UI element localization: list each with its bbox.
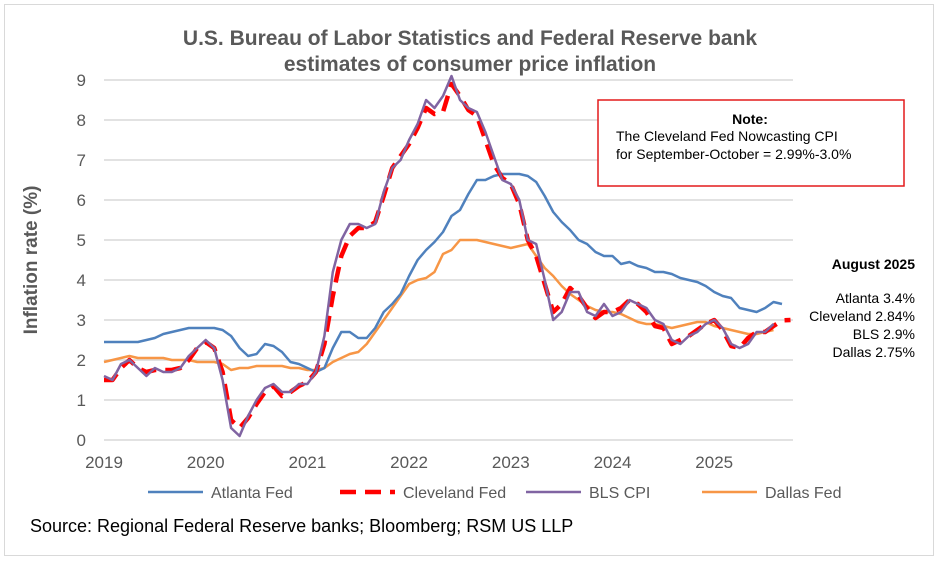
- y-tick-label: 3: [77, 311, 86, 330]
- x-tick-label: 2024: [594, 453, 632, 472]
- series-lines: [103, 74, 791, 438]
- latest-atlanta: Atlanta 3.4%: [836, 290, 915, 306]
- y-axis-label: Inflation rate (%): [21, 186, 42, 335]
- latest-values-annotation: August 2025 Atlanta 3.4% Cleveland 2.84%…: [809, 256, 915, 360]
- y-tick-label: 1: [77, 391, 86, 410]
- y-tick-label: 7: [77, 151, 86, 170]
- note-title: Note:: [732, 111, 768, 127]
- y-tick-label: 4: [77, 271, 86, 290]
- series-line-dallas-fed: [103, 238, 774, 372]
- x-axis-ticks: 2019 2020 2021 2022 2023 2024 2025: [85, 453, 733, 472]
- y-tick-label: 0: [77, 431, 86, 450]
- legend-label: Atlanta Fed: [211, 485, 293, 502]
- series-line-bls-cpi: [103, 74, 775, 438]
- note-box: Note: The Cleveland Fed Nowcasting CPI f…: [597, 99, 905, 187]
- y-axis-ticks: 0 1 2 3 4 5 6 7 8 9: [77, 71, 86, 450]
- source-note: Source: Regional Federal Reserve banks; …: [30, 516, 573, 536]
- chart-title-line-2: estimates of consumer price inflation: [284, 53, 656, 76]
- y-tick-label: 5: [77, 231, 86, 250]
- chart-frame: [4, 4, 934, 556]
- note-border: [597, 99, 905, 187]
- y-tick-label: 8: [77, 111, 86, 130]
- latest-bls: BLS 2.9%: [853, 326, 915, 342]
- y-tick-label: 9: [77, 71, 86, 90]
- legend-label: Cleveland Fed: [403, 485, 506, 502]
- x-tick-label: 2021: [288, 453, 326, 472]
- x-tick-label: 2025: [695, 453, 733, 472]
- chart-title-line-1: U.S. Bureau of Labor Statistics and Fede…: [183, 27, 757, 50]
- latest-title: August 2025: [832, 256, 915, 272]
- note-line-2: for September-October = 2.99%-3.0%: [616, 146, 851, 162]
- x-tick-label: 2019: [85, 453, 123, 472]
- latest-cleveland: Cleveland 2.84%: [809, 308, 915, 324]
- legend-label: Dallas Fed: [765, 485, 841, 502]
- series-line-atlanta-fed: [104, 172, 783, 374]
- note-line-1: The Cleveland Fed Nowcasting CPI: [616, 128, 838, 144]
- y-tick-label: 6: [77, 191, 86, 210]
- latest-dallas: Dallas 2.75%: [833, 344, 916, 360]
- legend: Atlanta Fed Cleveland Fed BLS CPI Dallas Fe…: [148, 485, 841, 502]
- x-tick-label: 2020: [187, 453, 225, 472]
- y-tick-label: 2: [77, 351, 86, 370]
- x-tick-label: 2022: [390, 453, 428, 472]
- legend-label: BLS CPI: [589, 485, 650, 502]
- x-tick-label: 2023: [492, 453, 530, 472]
